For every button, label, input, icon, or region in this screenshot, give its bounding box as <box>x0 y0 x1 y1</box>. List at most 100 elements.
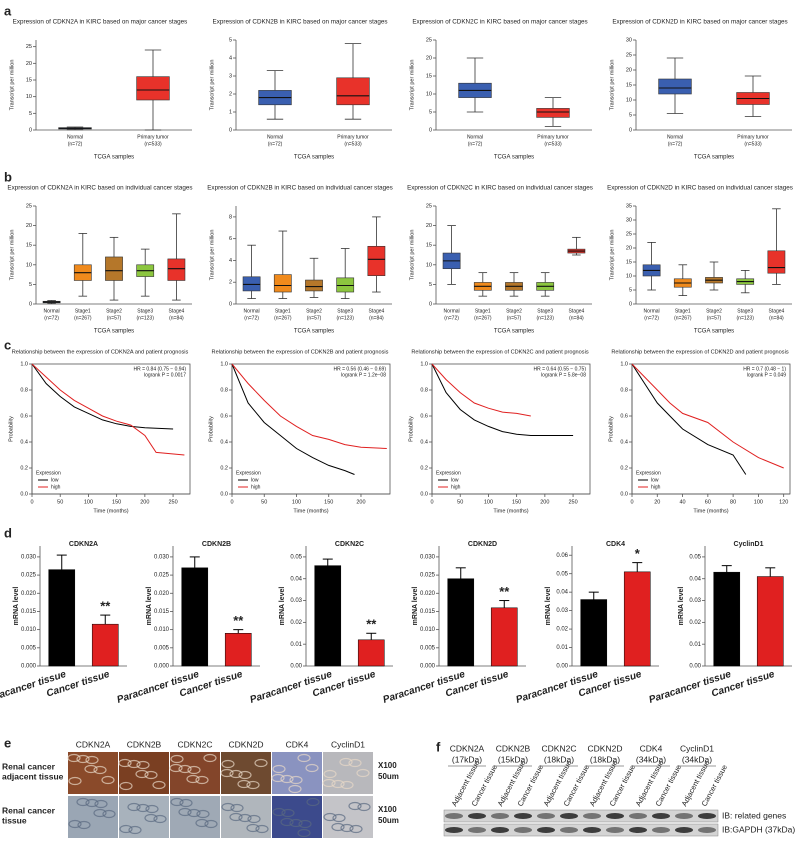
annotation: logrank P = 0.049 <box>747 372 786 378</box>
tissue-texture <box>229 769 243 779</box>
tissue-texture <box>322 778 336 788</box>
y-tick-label: 0.2 <box>220 465 228 471</box>
tissue-texture <box>237 779 251 789</box>
x-tick-label: (n=72) <box>68 141 83 147</box>
y-axis-label: mRNA level <box>279 587 286 626</box>
tissue-texture <box>178 764 192 774</box>
blot-band <box>468 813 486 819</box>
chart-title: Relationship between the expression of C… <box>12 349 189 355</box>
chart-title: CyclinD1 <box>734 541 764 548</box>
column-label: CDK4 <box>640 743 663 753</box>
tissue-texture <box>118 758 132 768</box>
y-tick-label: 25 <box>426 37 432 43</box>
blot-band <box>652 827 670 833</box>
x-tick-label: 200 <box>140 499 149 505</box>
x-axis-label: TCGA samples <box>94 329 134 335</box>
y-tick-label: 8 <box>229 214 232 220</box>
y-tick-label: 0.01 <box>290 642 302 648</box>
tissue-texture <box>68 776 82 786</box>
y-axis-label: Transcript per million <box>409 60 415 111</box>
blot-band <box>537 813 555 819</box>
column-label: CDKN2B <box>496 743 531 753</box>
box <box>136 76 170 101</box>
chart-title: Expression of CDKN2D in KIRC based on in… <box>607 185 793 192</box>
y-tick-label: 20 <box>426 55 432 61</box>
x-axis-label: TCGA samples <box>694 329 734 335</box>
bar <box>181 567 209 667</box>
y-tick-label: 15 <box>426 73 432 79</box>
x-axis-label: TCGA samples <box>94 155 134 161</box>
micrograph <box>221 796 271 838</box>
panel-label: b <box>4 169 12 184</box>
blot-band <box>629 813 647 819</box>
y-tick-label: 0.01 <box>556 645 568 651</box>
y-tick-label: 0.020 <box>21 591 37 597</box>
y-tick-label: 0.06 <box>556 553 568 559</box>
x-tick-label: 50 <box>261 499 267 505</box>
bar <box>224 633 252 667</box>
y-tick-label: 10 <box>426 262 432 268</box>
bar <box>490 607 518 667</box>
box <box>536 108 570 118</box>
y-tick-label: 0.00 <box>290 664 302 670</box>
tissue-texture <box>93 765 107 775</box>
panel-label: e <box>4 735 11 750</box>
tissue-texture <box>230 803 244 813</box>
tissue-texture <box>247 814 261 824</box>
panel-label: c <box>4 337 11 352</box>
x-tick-label: (n=533) <box>544 141 562 147</box>
row-label: IB:GAPDH (37kDa) <box>722 824 795 834</box>
tissue-texture <box>281 808 295 818</box>
y-tick-label: 10 <box>26 94 32 100</box>
x-tick-label: (n=57) <box>707 315 722 321</box>
y-axis-label: Transcript per million <box>609 60 615 111</box>
tissue-texture <box>298 819 312 829</box>
survival-curve <box>31 363 174 430</box>
y-tick-label: 1.0 <box>620 361 628 367</box>
row-label: Renal cancer <box>2 761 56 771</box>
column-label: CyclinD1 <box>680 743 714 753</box>
tissue-texture <box>128 825 142 835</box>
tissue-texture <box>152 780 166 790</box>
y-tick-label: 0.010 <box>21 627 37 633</box>
tissue-texture <box>135 769 149 779</box>
y-tick-label: 5 <box>229 37 232 43</box>
panel-label: f <box>436 739 441 754</box>
y-tick-label: 0.030 <box>420 554 436 560</box>
tissue-texture <box>297 828 311 838</box>
survival-curve <box>31 363 185 456</box>
tissue-texture <box>348 801 362 811</box>
chart-title: Expression of CDKN2B in KIRC based on ma… <box>213 19 388 26</box>
blot-band <box>629 827 647 833</box>
x-tick-label: 120 <box>779 499 788 505</box>
x-tick-label: Stage1 <box>75 308 91 314</box>
x-tick-label: Stage4 <box>168 308 184 314</box>
tissue-texture <box>357 802 371 812</box>
legend-title: Expression <box>636 470 661 476</box>
annotation: logrank P = 5.8e−08 <box>541 372 586 378</box>
x-tick-label: 200 <box>356 499 365 505</box>
micrograph <box>119 752 169 794</box>
y-tick-label: 0 <box>29 301 32 307</box>
scale-label: X100 <box>378 805 397 814</box>
x-tick-label: (n=84) <box>569 315 584 321</box>
y-tick-label: 0.00 <box>556 664 568 670</box>
y-tick-label: 0.6 <box>420 413 428 419</box>
x-tick-label: (n=57) <box>507 315 522 321</box>
survival-curve <box>431 363 574 436</box>
x-tick-label: Stage4 <box>568 308 584 314</box>
y-tick-label: 10 <box>626 273 632 279</box>
y-tick-label: 1.0 <box>420 361 428 367</box>
column-label: (18kDa) <box>544 754 574 764</box>
y-tick-label: 35 <box>626 203 632 209</box>
x-tick-label: Normal <box>67 134 83 140</box>
y-tick-label: 0.02 <box>556 627 568 633</box>
tissue-texture <box>203 753 217 763</box>
tissue-texture <box>170 797 184 807</box>
legend-title: Expression <box>36 470 61 476</box>
y-tick-label: 0.6 <box>620 413 628 419</box>
y-tick-label: 20 <box>626 67 632 73</box>
tissue-texture <box>280 774 294 784</box>
x-tick-label: 0 <box>30 499 33 505</box>
tissue-texture <box>331 822 345 832</box>
